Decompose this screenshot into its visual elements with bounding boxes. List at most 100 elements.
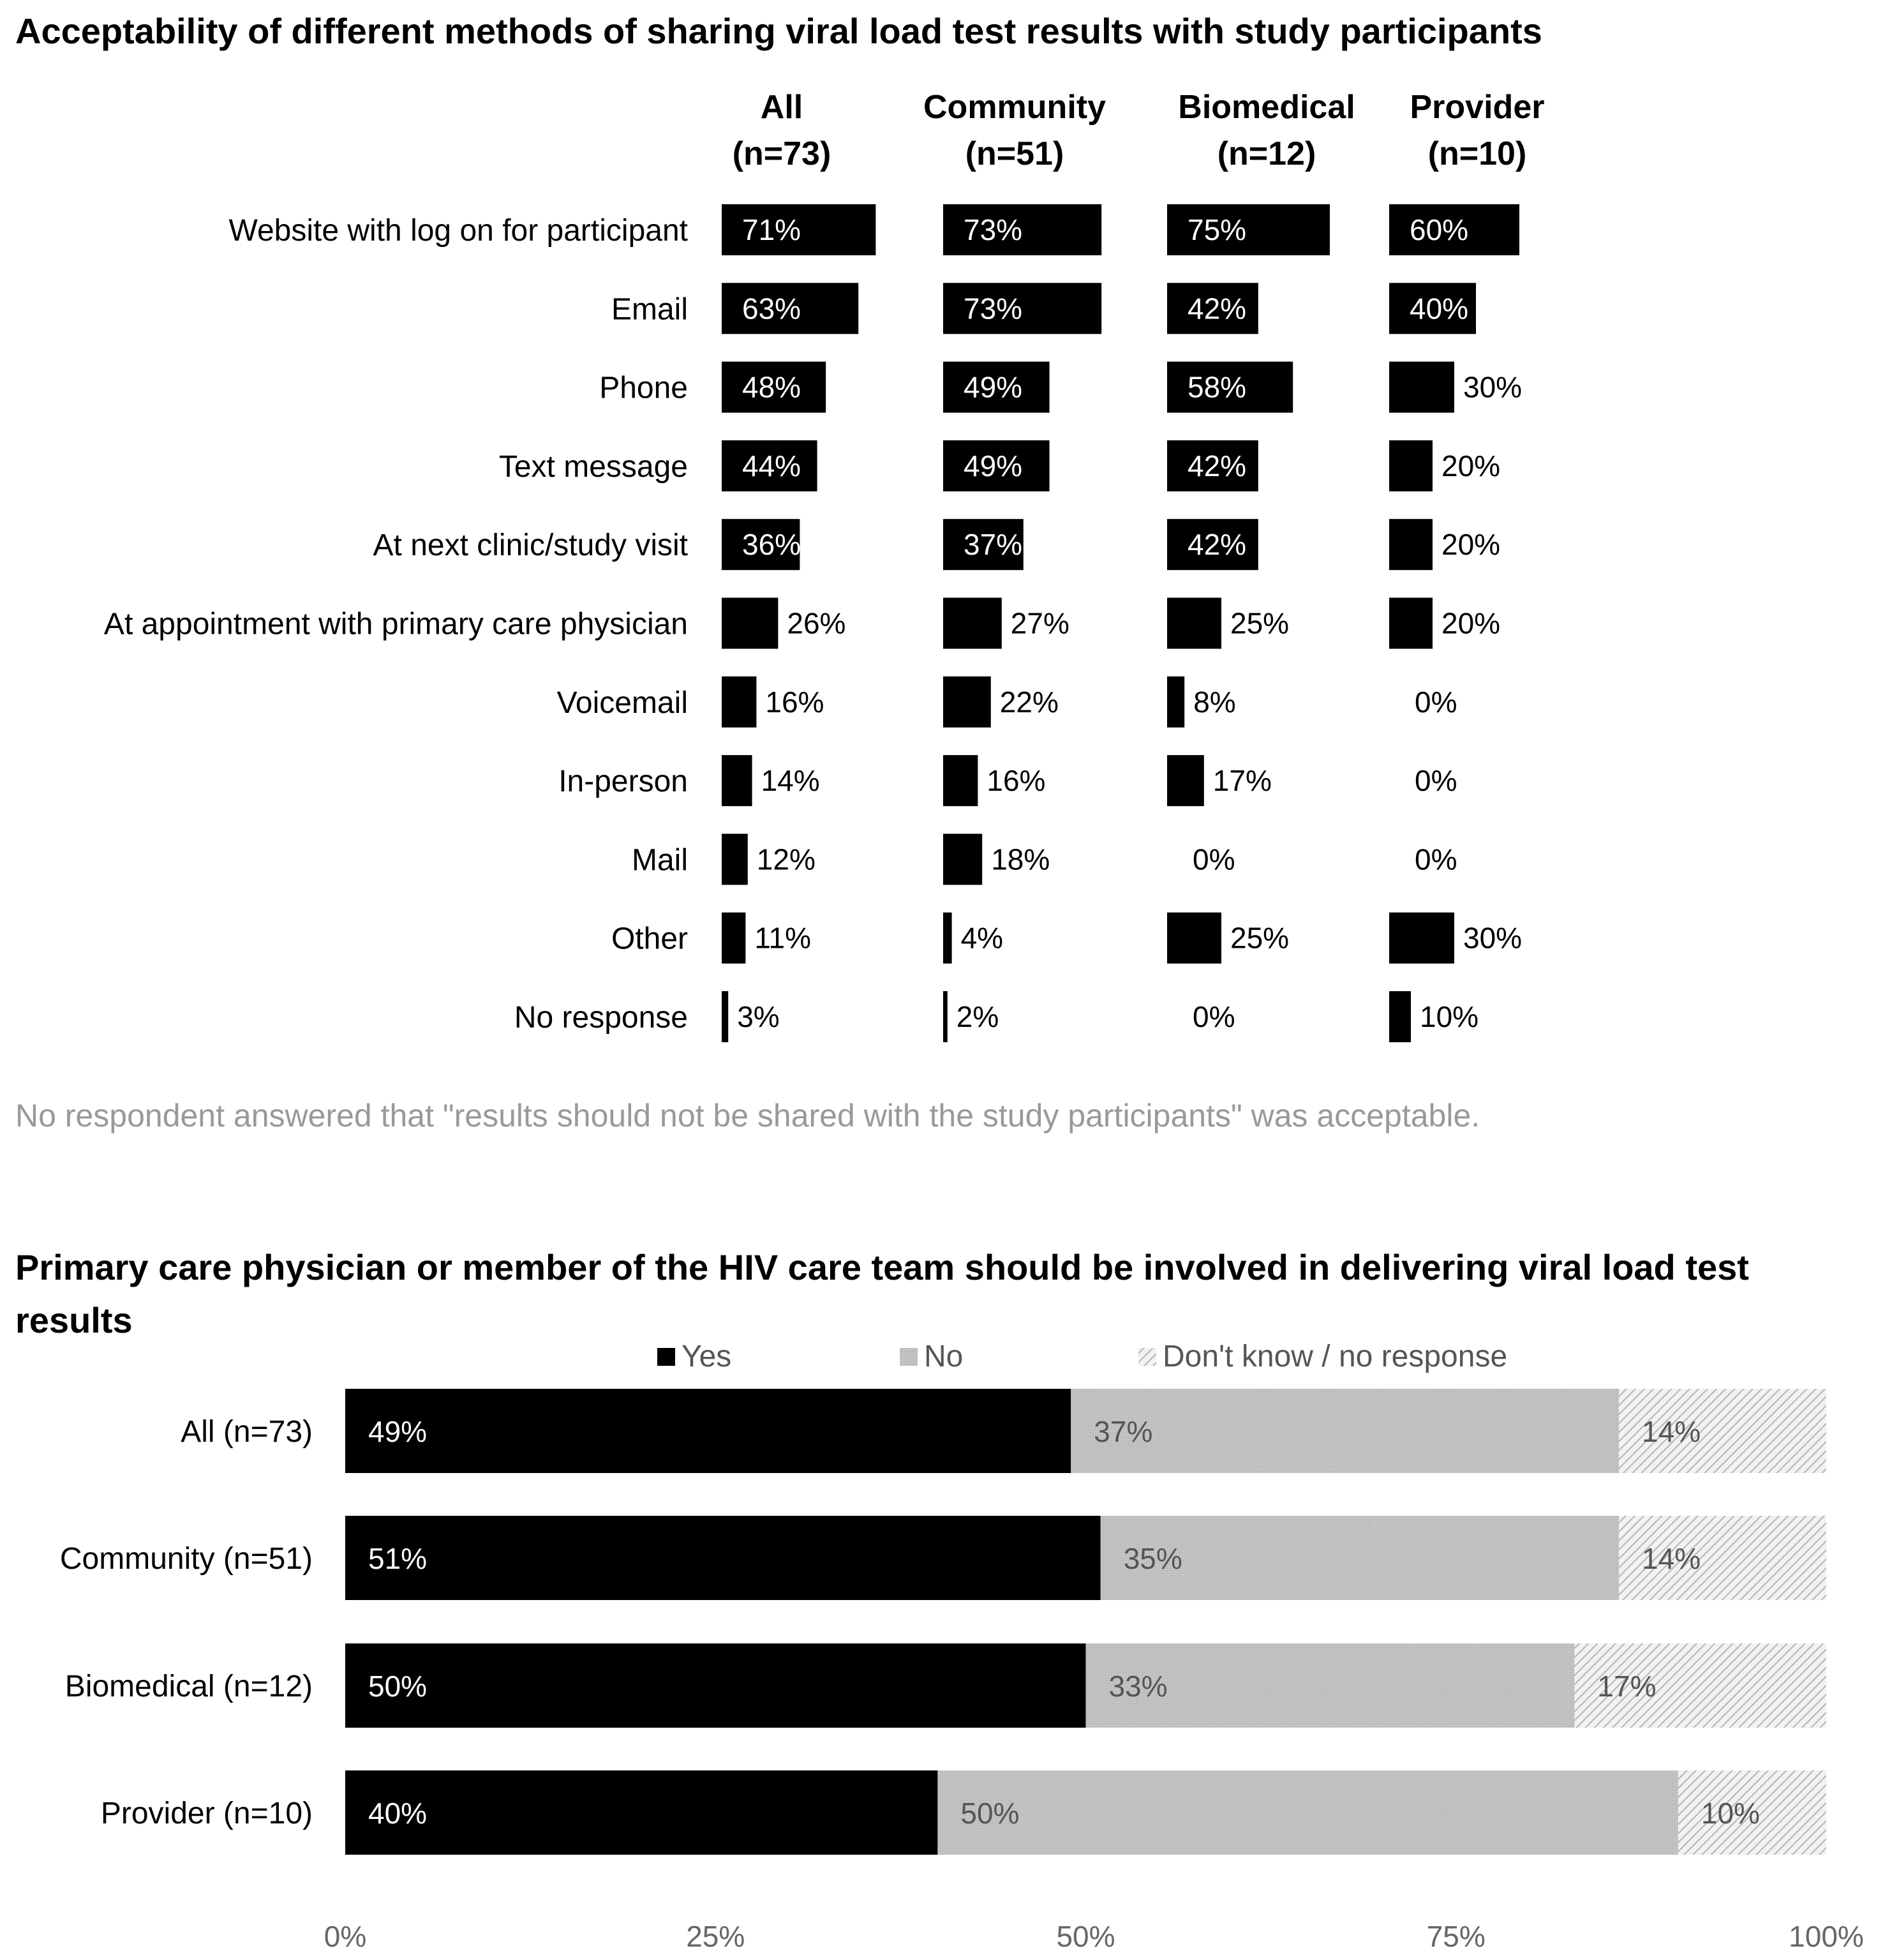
- chart1-category-label: No response: [514, 1001, 688, 1035]
- chart1-category-label: Mail: [632, 843, 688, 877]
- chart1-data-label: 49%: [964, 371, 1022, 404]
- chart2-data-label: 17%: [1597, 1670, 1656, 1703]
- chart1-col-head-n: (n=73): [733, 135, 831, 172]
- chart2-category-label: All (n=73): [181, 1415, 313, 1449]
- chart1-bar: [1389, 597, 1433, 649]
- chart1-bar: [1389, 283, 1476, 334]
- chart2-data-label: 51%: [368, 1542, 427, 1575]
- chart2-data-label: 35%: [1124, 1542, 1182, 1575]
- chart2-category-label: Biomedical (n=12): [65, 1670, 313, 1703]
- chart1-data-label: 10%: [1420, 1000, 1479, 1033]
- chart1-bar: [1167, 204, 1330, 255]
- chart1-data-label: 17%: [1213, 764, 1272, 797]
- chart1-col-head-n: (n=12): [1218, 135, 1316, 172]
- chart1-data-label: 2%: [957, 1000, 999, 1033]
- chart1-bars: 71% 63% 48% 44% 36% 26% 16% 14% 12% 11% 3% 73% 73% 49…: [722, 204, 1522, 1042]
- chart1-data-label: 16%: [987, 764, 1045, 797]
- chart2-data-label: 37%: [1094, 1415, 1152, 1448]
- chart1-data-label: 26%: [787, 607, 845, 640]
- chart1-bar: [722, 519, 800, 571]
- chart1-bar: [943, 991, 948, 1042]
- chart1-bar: [722, 676, 757, 728]
- chart1-data-label: 42%: [1188, 292, 1246, 325]
- chart1-data-label: 42%: [1188, 449, 1246, 483]
- chart2-title-line-1: Primary care physician or member of the …: [15, 1247, 1749, 1287]
- chart1-bar: [1167, 597, 1221, 649]
- chart2-bar-segment: [1085, 1643, 1575, 1728]
- chart1-data-label: 73%: [964, 292, 1022, 325]
- chart2-title-line-2: results: [15, 1300, 133, 1340]
- chart1-data-label: 75%: [1188, 213, 1246, 246]
- chart2-data-label: 14%: [1642, 1415, 1701, 1448]
- chart1-bar: [722, 912, 746, 964]
- chart1-bar: [943, 597, 1002, 649]
- chart1-bar: [943, 834, 983, 885]
- chart2-legend-swatch: [657, 1348, 675, 1366]
- chart1-col-head-name: Provider: [1410, 89, 1545, 126]
- chart2-category-label: Community (n=51): [60, 1542, 313, 1576]
- chart2-bar-segment: [1619, 1516, 1826, 1600]
- chart2-bar-segment: [1071, 1389, 1620, 1473]
- chart1-category-label: Text message: [499, 450, 688, 484]
- chart1-bar: [722, 991, 729, 1042]
- chart2-bar-segment: [1678, 1770, 1826, 1855]
- chart1-bar: [1167, 519, 1258, 571]
- chart1-data-label: 71%: [742, 213, 801, 246]
- chart1-data-label: 0%: [1193, 1000, 1235, 1033]
- chart2-data-label: 10%: [1701, 1797, 1760, 1830]
- chart2-bar-segment: [345, 1770, 938, 1855]
- chart2-bar-segment: [1574, 1643, 1826, 1728]
- chart2-legend-swatch: [900, 1348, 918, 1366]
- chart1-title: Acceptability of different methods of sh…: [15, 11, 1542, 51]
- chart1-data-label: 16%: [765, 685, 824, 719]
- chart1-bar: [722, 283, 859, 334]
- chart2-bar-segment: [1619, 1389, 1826, 1473]
- chart1-col-head-name: Biomedical: [1178, 89, 1355, 126]
- chart1-bar: [722, 440, 817, 491]
- chart1-bar: [722, 755, 752, 807]
- chart1-bar: [722, 204, 876, 255]
- chart1-col-head-n: (n=51): [965, 135, 1064, 172]
- chart2-legend: Yes No Don't know / no response: [657, 1340, 1507, 1373]
- chart2-bar-segment: [1100, 1516, 1620, 1600]
- chart1-data-label: 37%: [964, 528, 1022, 561]
- chart1-data-label: 30%: [1463, 922, 1522, 955]
- chart2-data-label: 50%: [368, 1670, 427, 1703]
- chart2-bars: 49% 37% 14% 51% 35% 14% 50% 33% 17% 40% 50% 10%: [345, 1389, 1826, 1855]
- chart1-data-label: 49%: [964, 449, 1022, 483]
- chart1-bar: [1389, 991, 1411, 1042]
- chart1-bar: [1389, 519, 1433, 571]
- chart2-bar-segment: [937, 1770, 1678, 1855]
- chart2-category-labels: All (n=73) Community (n=51) Biomedical (n=…: [60, 1415, 313, 1830]
- chart1-category-label: Voicemail: [557, 686, 688, 720]
- chart1-bar: [1167, 755, 1204, 807]
- chart1-category-label: At next clinic/study visit: [373, 528, 689, 562]
- chart1-data-label: 20%: [1441, 528, 1500, 561]
- chart1-bar: [1167, 361, 1293, 413]
- chart2-legend-label: Yes: [682, 1340, 731, 1373]
- chart1-data-label: 60%: [1410, 213, 1468, 246]
- chart1-bar: [722, 834, 748, 885]
- chart1-data-label: 0%: [1415, 764, 1457, 797]
- chart2-data-label: 50%: [960, 1797, 1019, 1830]
- chart1-data-label: 0%: [1415, 842, 1457, 876]
- chart1-category-label: Email: [611, 292, 688, 326]
- chart1-bar: [943, 440, 1050, 491]
- chart1-data-label: 27%: [1011, 607, 1069, 640]
- chart1-category-label: At appointment with primary care physici…: [104, 608, 688, 641]
- chart1-data-label: 22%: [1000, 685, 1059, 719]
- chart1-bar: [943, 755, 978, 807]
- chart1-category-label: Other: [611, 922, 688, 956]
- chart1-bar: [943, 361, 1050, 413]
- chart1-data-label: 40%: [1410, 292, 1468, 325]
- chart1-bar: [1167, 283, 1258, 334]
- chart1-data-label: 44%: [742, 449, 801, 483]
- chart2-legend-swatch: [1138, 1348, 1156, 1366]
- chart1-data-label: 14%: [761, 764, 820, 797]
- chart1-bar: [722, 361, 826, 413]
- chart1-bar: [943, 283, 1102, 334]
- chart1-note: No respondent answered that "results sho…: [15, 1098, 1480, 1133]
- chart1-data-label: 30%: [1463, 371, 1522, 404]
- chart1-bar: [943, 519, 1024, 571]
